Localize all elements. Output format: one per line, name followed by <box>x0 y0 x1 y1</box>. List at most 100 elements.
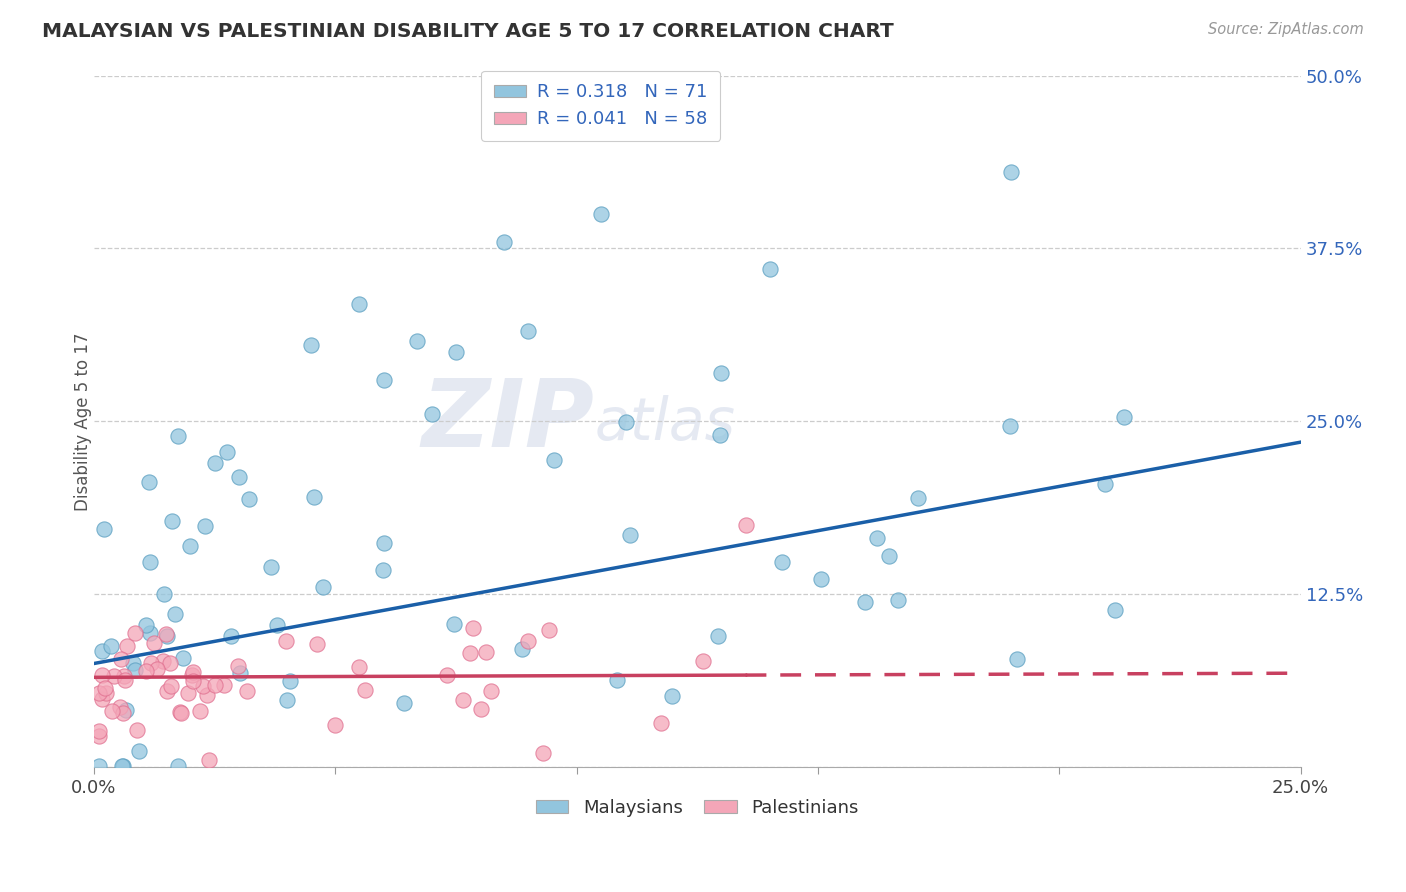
Point <box>709 427 731 442</box>
Point <box>517 325 540 339</box>
Point <box>91 668 114 682</box>
Point <box>538 624 561 638</box>
Point <box>179 539 201 553</box>
Point <box>266 618 288 632</box>
Point <box>758 262 780 277</box>
Point <box>274 633 297 648</box>
Point <box>110 699 132 714</box>
Point <box>138 475 160 489</box>
Point <box>177 686 200 700</box>
Point <box>212 678 235 692</box>
Point <box>135 665 157 679</box>
Point <box>444 345 467 359</box>
Point <box>453 693 475 707</box>
Point <box>228 659 250 673</box>
Point <box>190 704 212 718</box>
Point <box>1005 651 1028 665</box>
Point <box>614 415 637 429</box>
Point <box>124 625 146 640</box>
Point <box>373 563 395 577</box>
Point <box>181 665 204 680</box>
Point <box>193 679 215 693</box>
Point <box>169 705 191 719</box>
Point <box>474 645 496 659</box>
Point <box>458 646 481 660</box>
Point <box>494 235 516 249</box>
Point <box>87 759 110 773</box>
Point <box>180 668 202 682</box>
Point <box>354 682 377 697</box>
Point <box>305 637 328 651</box>
Point <box>100 639 122 653</box>
Point <box>887 593 910 607</box>
Point <box>349 297 371 311</box>
Point <box>302 491 325 505</box>
Point <box>770 555 793 569</box>
Point <box>103 669 125 683</box>
Point <box>204 678 226 692</box>
Point <box>479 684 502 698</box>
Point <box>443 617 465 632</box>
Point <box>217 445 239 459</box>
Point <box>139 625 162 640</box>
Text: MALAYSIAN VS PALESTINIAN DISABILITY AGE 5 TO 17 CORRELATION CHART: MALAYSIAN VS PALESTINIAN DISABILITY AGE … <box>42 22 894 41</box>
Point <box>165 607 187 621</box>
Point <box>111 706 134 721</box>
Point <box>152 587 174 601</box>
Point <box>142 636 165 650</box>
Point <box>156 684 179 698</box>
Point <box>312 580 335 594</box>
Point <box>155 627 177 641</box>
Point <box>517 634 540 648</box>
Point <box>87 686 110 700</box>
Point <box>373 536 395 550</box>
Point <box>122 656 145 670</box>
Point <box>406 334 429 348</box>
Point <box>619 527 641 541</box>
Point <box>128 744 150 758</box>
Text: atlas: atlas <box>595 395 735 452</box>
Point <box>181 673 204 688</box>
Text: ZIP: ZIP <box>422 376 595 467</box>
Point <box>710 366 733 380</box>
Point <box>112 669 135 683</box>
Point <box>159 679 181 693</box>
Point <box>1104 603 1126 617</box>
Point <box>606 673 628 687</box>
Point <box>907 491 929 505</box>
Point <box>1112 409 1135 424</box>
Point <box>100 705 122 719</box>
Point <box>543 453 565 467</box>
Point <box>94 686 117 700</box>
Point <box>531 746 554 760</box>
Point <box>1000 165 1022 179</box>
Point <box>135 618 157 632</box>
Point <box>259 560 281 574</box>
Point <box>1000 419 1022 434</box>
Point <box>707 629 730 643</box>
Point <box>470 702 492 716</box>
Legend: Malaysians, Palestinians: Malaysians, Palestinians <box>529 791 866 824</box>
Point <box>125 723 148 738</box>
Point <box>661 690 683 704</box>
Point <box>194 518 217 533</box>
Point <box>420 408 443 422</box>
Point <box>111 759 134 773</box>
Point <box>159 656 181 670</box>
Point <box>114 703 136 717</box>
Point <box>87 724 110 739</box>
Point <box>373 373 395 387</box>
Point <box>810 572 832 586</box>
Point <box>219 629 242 643</box>
Y-axis label: Disability Age 5 to 17: Disability Age 5 to 17 <box>75 332 91 510</box>
Point <box>94 681 117 696</box>
Point <box>146 662 169 676</box>
Point <box>299 338 322 352</box>
Point <box>349 659 371 673</box>
Point <box>166 429 188 443</box>
Point <box>853 595 876 609</box>
Point <box>650 715 672 730</box>
Point <box>110 759 132 773</box>
Point <box>879 549 901 563</box>
Point <box>162 514 184 528</box>
